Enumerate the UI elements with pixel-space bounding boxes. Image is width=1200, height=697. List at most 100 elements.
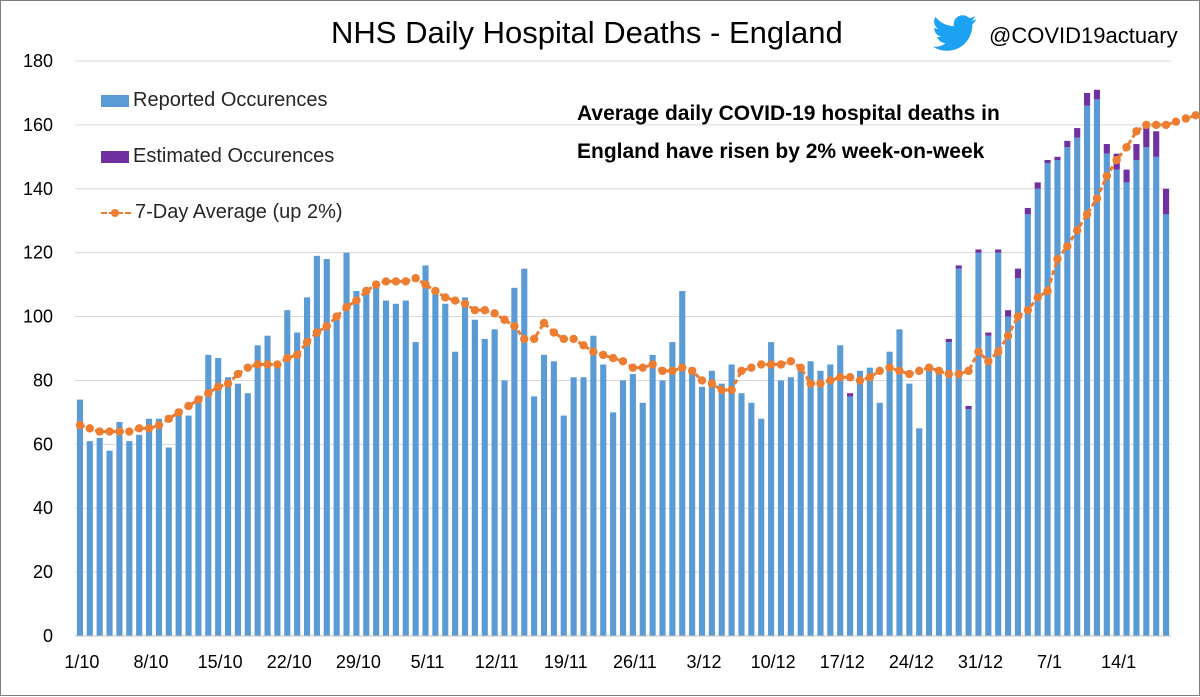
bar-reported-101 xyxy=(1074,137,1081,636)
bar-reported-103 xyxy=(1093,99,1101,637)
average-point-48 xyxy=(549,328,559,337)
bar-reported-87 xyxy=(935,374,943,636)
average-point-58 xyxy=(648,360,657,369)
average-point-102 xyxy=(1082,210,1092,219)
bar-reported-26 xyxy=(333,319,340,636)
bar-reported-49 xyxy=(560,415,567,636)
average-point-1 xyxy=(85,424,95,433)
average-point-97 xyxy=(1033,293,1042,302)
average-point-57 xyxy=(638,363,647,372)
average-point-79 xyxy=(855,376,865,385)
bar-reported-36 xyxy=(432,294,439,636)
bar-reported-110 xyxy=(1163,214,1170,637)
average-point-33 xyxy=(401,277,410,286)
average-point-0 xyxy=(75,420,85,430)
average-point-52 xyxy=(589,347,598,356)
legend-item-average: 7-Day Average (up 2%) xyxy=(101,201,343,224)
x-tick-label-2: 15/10 xyxy=(198,652,243,672)
average-point-34 xyxy=(411,274,420,283)
bar-reported-23 xyxy=(303,297,311,636)
bar-reported-72 xyxy=(787,377,794,636)
bar-reported-68 xyxy=(748,402,755,636)
bar-reported-28 xyxy=(353,291,360,636)
average-point-16 xyxy=(233,369,243,379)
bar-reported-94 xyxy=(1005,316,1012,636)
average-point-41 xyxy=(480,305,489,315)
average-point-43 xyxy=(500,315,509,324)
bar-reported-86 xyxy=(926,367,933,636)
x-tick-label-13: 31/12 xyxy=(958,652,1003,672)
x-tick-label-3: 22/10 xyxy=(267,652,312,672)
average-point-51 xyxy=(579,341,588,350)
bar-reported-90 xyxy=(965,409,972,636)
annotation-line-2: England have risen by 2% week-on-week xyxy=(577,140,985,163)
average-point-46 xyxy=(529,334,539,344)
x-tick-label-0: 1/10 xyxy=(64,652,99,672)
axes: 0 20 40 60 80 100 120 140 160 180 1/10 8/10 15/10 22/… xyxy=(23,51,1171,672)
bar-reported-11 xyxy=(185,415,192,636)
bar-reported-30 xyxy=(373,281,380,636)
bar-reported-98 xyxy=(1044,163,1051,636)
average-point-22 xyxy=(292,350,302,360)
average-point-4 xyxy=(115,427,124,436)
bar-reported-80 xyxy=(866,367,873,636)
bar-reported-52 xyxy=(590,335,597,636)
average-point-92 xyxy=(984,357,993,366)
bar-reported-18 xyxy=(254,345,261,636)
bar-reported-43 xyxy=(501,380,508,636)
bar-reported-107 xyxy=(1133,160,1140,636)
average-point-6 xyxy=(134,424,144,433)
average-point-32 xyxy=(391,277,401,286)
x-tick-label-14: 7/1 xyxy=(1037,652,1062,672)
average-point-45 xyxy=(520,334,529,344)
x-tick-label-7: 19/11 xyxy=(544,652,588,672)
bar-estimated-98 xyxy=(1044,160,1051,164)
x-tick-label-12: 24/12 xyxy=(889,652,934,672)
average-point-13 xyxy=(204,389,213,398)
x-tick-label-5: 5/11 xyxy=(411,652,445,672)
average-point-108 xyxy=(1142,120,1151,130)
average-point-3 xyxy=(105,427,114,436)
bar-reported-3 xyxy=(106,450,113,636)
average-point-38 xyxy=(450,296,460,305)
average-point-9 xyxy=(164,414,174,423)
bar-reported-4 xyxy=(116,421,123,636)
bar-estimated-78 xyxy=(847,393,854,397)
bar-reported-13 xyxy=(205,354,212,636)
average-point-30 xyxy=(371,280,381,289)
bar-estimated-109 xyxy=(1153,131,1160,157)
annotation-line-1: Average daily COVID-19 hospital deaths i… xyxy=(577,102,1000,125)
bar-reported-54 xyxy=(610,412,617,636)
bar-reported-70 xyxy=(768,342,775,636)
bar-reported-76 xyxy=(827,364,834,636)
bar-reported-5 xyxy=(126,441,133,636)
bar-reported-34 xyxy=(412,342,419,636)
average-point-47 xyxy=(539,318,549,328)
bar-reported-1 xyxy=(86,441,93,636)
bar-estimated-107 xyxy=(1133,144,1140,161)
average-point-29 xyxy=(362,286,371,296)
average-point-17 xyxy=(243,363,252,372)
legend-item-reported: Reported Occurences xyxy=(101,89,328,112)
average-point-37 xyxy=(441,293,450,302)
average-point-87 xyxy=(934,366,944,376)
bar-reported-47 xyxy=(540,354,548,636)
bar-reported-57 xyxy=(639,402,646,636)
average-point-26 xyxy=(332,312,341,321)
y-tick-label-0: 0 xyxy=(43,626,53,646)
average-point-75 xyxy=(816,379,825,388)
x-tick-label-8: 26/11 xyxy=(613,652,657,672)
average-point-99 xyxy=(1053,254,1062,264)
average-point-25 xyxy=(322,321,331,331)
average-point-53 xyxy=(599,350,608,360)
bar-reported-78 xyxy=(847,396,854,636)
average-point-72 xyxy=(786,357,796,366)
average-point-24 xyxy=(312,328,322,337)
bar-reported-74 xyxy=(807,361,814,636)
bar-reported-79 xyxy=(856,370,864,636)
x-tick-label-15: 14/1 xyxy=(1101,652,1136,672)
bar-reported-61 xyxy=(679,291,686,636)
bar-reported-2 xyxy=(96,437,103,636)
bar-reported-109 xyxy=(1153,156,1160,637)
